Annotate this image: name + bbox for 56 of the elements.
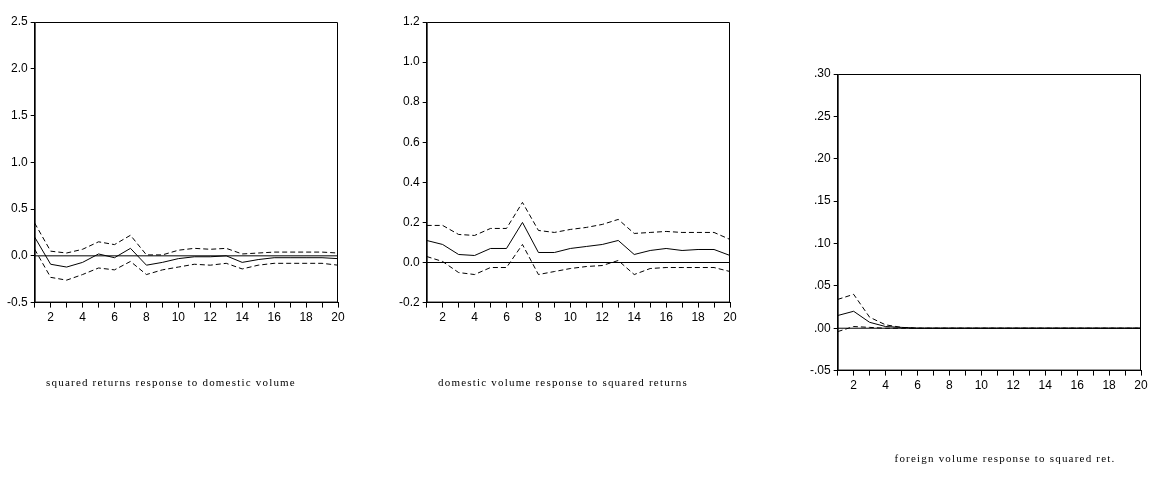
x-tick-label: 8 xyxy=(143,310,151,325)
x-tick-label: 8 xyxy=(946,378,954,393)
y-tick-label: 0.0 xyxy=(402,254,420,269)
x-tick-label: 6 xyxy=(503,310,511,325)
y-tick-label: 0.5 xyxy=(10,201,28,216)
x-tick-label: 8 xyxy=(535,310,543,325)
y-tick-label: 1.5 xyxy=(10,107,28,122)
x-tick-label: 4 xyxy=(79,310,87,325)
x-tick-label: 12 xyxy=(1006,378,1021,393)
x-tick-label: 18 xyxy=(1102,378,1117,393)
x-tick-label: 14 xyxy=(1038,378,1053,393)
y-tick-label: -0.5 xyxy=(6,294,28,309)
x-tick-label: 4 xyxy=(882,378,890,393)
x-tick-label: 20 xyxy=(331,310,345,325)
x-tick-label: 20 xyxy=(1134,378,1148,393)
y-tick-label: -.05 xyxy=(809,362,831,377)
x-tick-label: 12 xyxy=(203,310,218,325)
y-tick-label: 1.0 xyxy=(10,154,28,169)
x-tick-label: 4 xyxy=(471,310,479,325)
y-tick-label: 0.0 xyxy=(10,248,28,263)
x-tick-label: 2 xyxy=(47,310,55,325)
x-tick-label: 18 xyxy=(691,310,706,325)
y-tick-label: .30 xyxy=(813,66,831,81)
x-tick-label: 6 xyxy=(111,310,119,325)
y-tick-label: 1.0 xyxy=(402,54,420,69)
y-tick-label: 0.4 xyxy=(402,174,420,189)
y-tick-label: 2.0 xyxy=(10,61,28,76)
x-tick-label: 2 xyxy=(850,378,858,393)
x-tick-label: 10 xyxy=(563,310,578,325)
y-tick-label: 1.2 xyxy=(402,14,420,29)
x-axis-title: domestic volume response to squared returns xyxy=(437,375,689,390)
x-tick-label: 10 xyxy=(974,378,989,393)
x-tick-label: 6 xyxy=(914,378,922,393)
x-tick-label: 14 xyxy=(627,310,642,325)
y-tick-label: .15 xyxy=(813,193,831,208)
x-tick-label: 16 xyxy=(267,310,282,325)
y-tick-label: 2.5 xyxy=(10,14,28,29)
x-axis-title: squared returns response to domestic volume xyxy=(45,375,297,390)
x-tick-label: 2 xyxy=(439,310,447,325)
x-tick-label: 12 xyxy=(595,310,610,325)
y-tick-label: .20 xyxy=(813,151,831,166)
x-tick-label: 16 xyxy=(1070,378,1085,393)
y-tick-label: .10 xyxy=(813,235,831,250)
y-tick-label: 0.8 xyxy=(402,94,420,109)
x-tick-label: 20 xyxy=(723,310,737,325)
x-axis-title: foreign volume response to squared ret. xyxy=(893,451,1117,466)
x-tick-label: 16 xyxy=(659,310,674,325)
x-tick-label: 18 xyxy=(299,310,314,325)
y-tick-label: 0.6 xyxy=(402,134,420,149)
y-tick-label: -0.2 xyxy=(398,294,420,309)
y-tick-label: 0.2 xyxy=(402,214,420,229)
x-tick-label: 10 xyxy=(171,310,186,325)
y-tick-label: .25 xyxy=(813,108,831,123)
y-tick-label: .05 xyxy=(813,278,831,293)
y-tick-label: .00 xyxy=(813,320,831,335)
x-tick-label: 14 xyxy=(235,310,250,325)
